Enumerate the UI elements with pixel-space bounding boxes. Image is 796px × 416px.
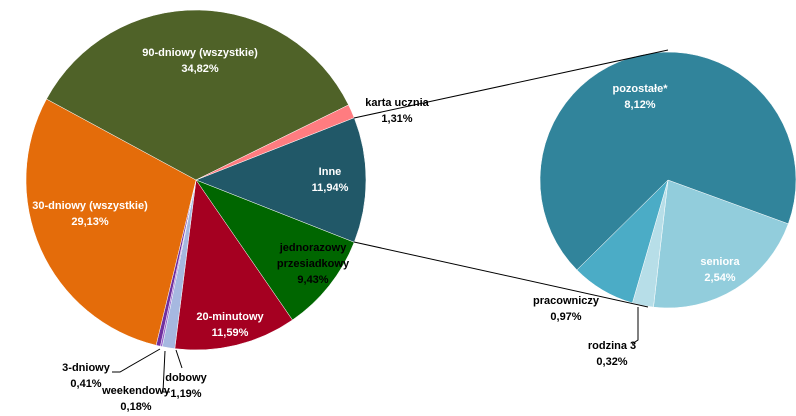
slice-name: 20-minutowy [196, 311, 264, 323]
slice-value: 34,82% [181, 63, 219, 75]
slice-value: 2,54% [704, 272, 736, 284]
slice-name: karta ucznia [365, 97, 429, 109]
slice-value: 11,94% [311, 182, 349, 194]
slice-name: 90-dniowy (wszystkie) [142, 47, 258, 59]
slice-name: Inne [318, 166, 342, 178]
slice-label: 30-dniowy (wszystkie) 29,13% [32, 198, 148, 230]
slice-name: dobowy [165, 372, 207, 384]
connector-line [353, 241, 649, 308]
slice-label: Inne 11,94% [312, 164, 349, 196]
slice-label: rodzina 3 0,32% [588, 338, 636, 370]
slice-name: pozostałe* [612, 83, 668, 95]
pie-slice [539, 51, 796, 271]
slice-label: seniora 2,54% [700, 254, 739, 286]
slice-label: 90-dniowy (wszystkie) 34,82% [142, 45, 258, 77]
slice-value: 0,97% [550, 311, 582, 323]
slice-value: 0,41% [70, 378, 102, 390]
pie-slice [195, 117, 367, 243]
slice-value: 9,43% [297, 274, 329, 286]
slice-label: pozostałe* 8,12% [612, 81, 667, 113]
pie-slice [174, 179, 293, 351]
pie-slice [25, 98, 197, 346]
slice-label: karta ucznia 1,31% [365, 95, 429, 127]
slice-label: pracowniczy 0,97% [533, 293, 599, 325]
slice-label: dobowy 1,19% [165, 370, 207, 402]
slice-name: 30-dniowy (wszystkie) [32, 200, 148, 212]
slice-label: 20-minutowy 11,59% [196, 309, 263, 341]
slice-value: 29,13% [71, 216, 109, 228]
slices [25, 9, 796, 351]
slice-value: 1,19% [170, 388, 202, 400]
slice-value: 1,31% [381, 113, 413, 125]
pie-slice [653, 179, 789, 309]
slice-name: jednorazowy przesiadkowy [276, 242, 350, 270]
pie-slice [46, 9, 349, 181]
connector-line [353, 49, 669, 119]
slice-name: 3-dniowy [62, 362, 110, 374]
leader-line [631, 307, 639, 345]
slice-name: seniora [700, 256, 740, 268]
slice-name: weekendowy [102, 385, 170, 397]
slice-value: 0,32% [596, 356, 628, 368]
slice-label: 3-dniowy 0,41% [62, 360, 110, 392]
slice-label: weekendowy 0,18% [102, 383, 170, 415]
slice-label: jednorazowy przesiadkowy 9,43% [273, 240, 353, 288]
slice-name: rodzina 3 [587, 340, 637, 352]
pie-slice [195, 179, 355, 321]
slice-value: 11,59% [211, 327, 249, 339]
leader-line [112, 348, 161, 373]
slice-value: 8,12% [624, 99, 656, 111]
leader-line [162, 350, 170, 393]
slice-value: 0,18% [120, 401, 152, 413]
connectors [112, 49, 669, 393]
leader-line [175, 349, 183, 369]
slice-name: pracowniczy [532, 295, 600, 307]
